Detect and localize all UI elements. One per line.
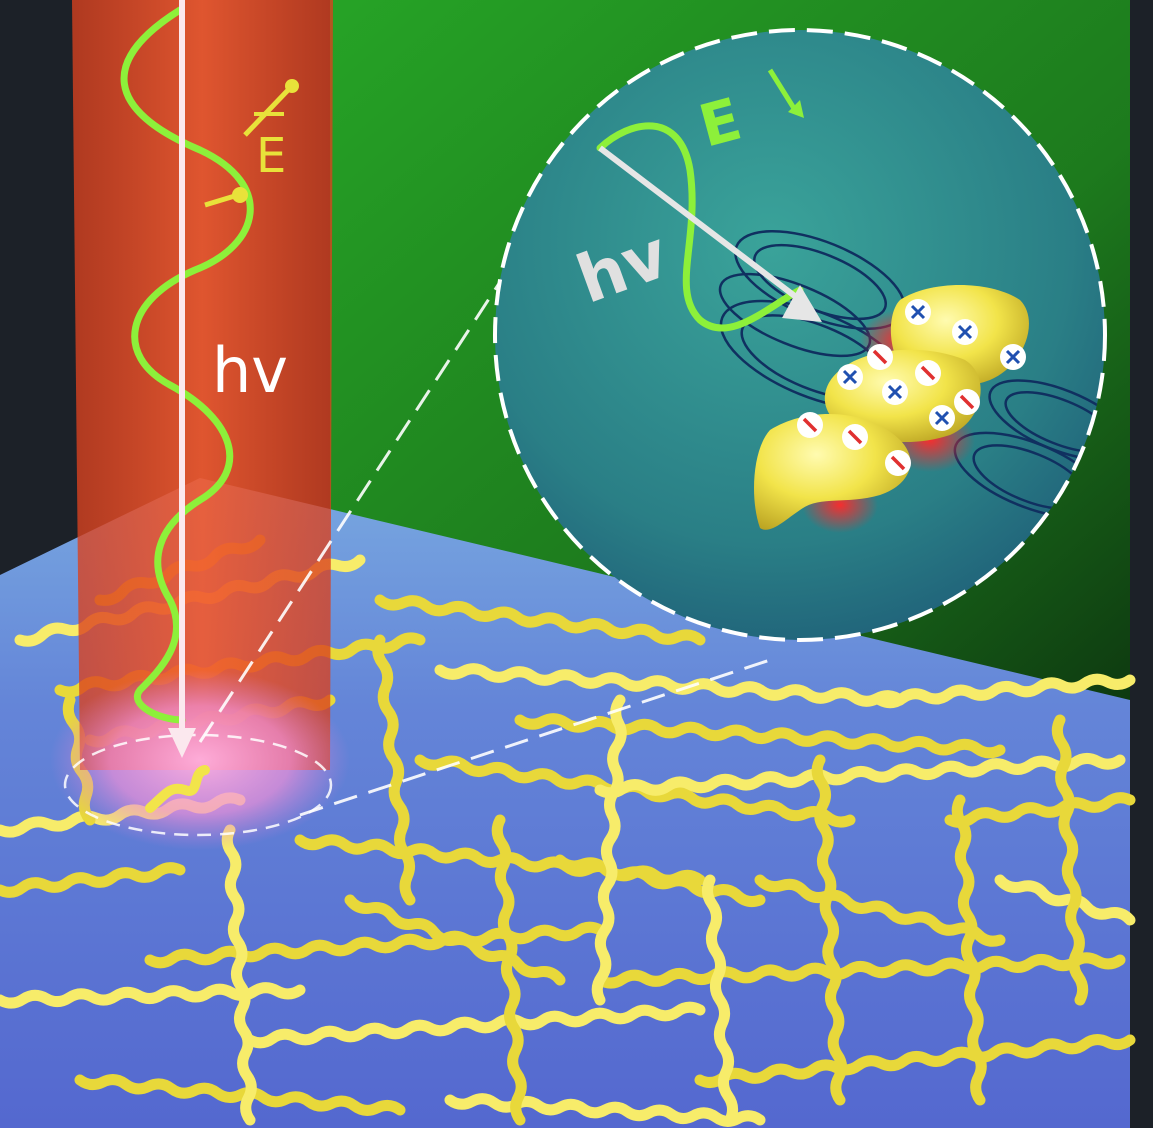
helix-strand bbox=[434, 663, 906, 707]
helix-strand bbox=[591, 694, 627, 1006]
helix-strand bbox=[944, 792, 1136, 828]
helix-strand bbox=[514, 713, 1006, 759]
helix-strand bbox=[701, 874, 739, 1126]
helix-strand bbox=[74, 1074, 406, 1116]
helix-strand bbox=[694, 1034, 1136, 1088]
inset-photon-arrow-head bbox=[782, 285, 822, 322]
zoom-connector-lower bbox=[299, 658, 771, 817]
polarization-wave bbox=[120, 6, 254, 724]
field-vector-top bbox=[243, 86, 292, 137]
helix-strand bbox=[221, 824, 257, 1126]
helix-strand bbox=[754, 874, 1006, 947]
inset-photon-arrow-shaft bbox=[598, 145, 802, 303]
illuminated-spot bbox=[50, 670, 350, 850]
helix-strand bbox=[994, 874, 1136, 926]
helix-strand bbox=[344, 894, 566, 986]
helix-strand bbox=[372, 634, 416, 906]
inset-field-arrow bbox=[767, 68, 798, 112]
helix-strand bbox=[0, 862, 186, 898]
helix-strand bbox=[554, 854, 766, 908]
helix-strand bbox=[811, 754, 847, 1106]
helix-strand bbox=[0, 982, 306, 1009]
helix-strand bbox=[594, 952, 1126, 989]
helix-segment-bottom bbox=[754, 413, 911, 530]
chiral-helix-network bbox=[0, 534, 1136, 1127]
surface-charges bbox=[797, 299, 1026, 476]
helix-strand bbox=[491, 814, 527, 1126]
inset-field-arrow-head bbox=[788, 100, 804, 118]
beam-field-label: E bbox=[256, 128, 286, 184]
helix-strand bbox=[594, 752, 1126, 799]
helix-strand bbox=[1051, 714, 1089, 1006]
zoom-inset: E hv bbox=[493, 28, 1107, 642]
incident-light-beam bbox=[72, 0, 333, 770]
helix-strand bbox=[144, 921, 606, 969]
helix-strand bbox=[374, 594, 706, 646]
helix-strand bbox=[444, 1093, 766, 1127]
inset-polarization-wave bbox=[596, 122, 804, 332]
helix-strand bbox=[244, 1001, 706, 1049]
helix-strand bbox=[874, 673, 1136, 709]
field-vector-top-head bbox=[285, 79, 299, 93]
helix-strand bbox=[951, 794, 987, 1106]
field-vector-bottom-head bbox=[232, 187, 248, 203]
illuminated-helix bbox=[145, 765, 210, 813]
beam-photon-label: hv bbox=[212, 334, 288, 407]
photon-arrow-head bbox=[168, 728, 196, 758]
spot-outline bbox=[63, 733, 333, 837]
inset-dashed-border bbox=[493, 28, 1107, 642]
